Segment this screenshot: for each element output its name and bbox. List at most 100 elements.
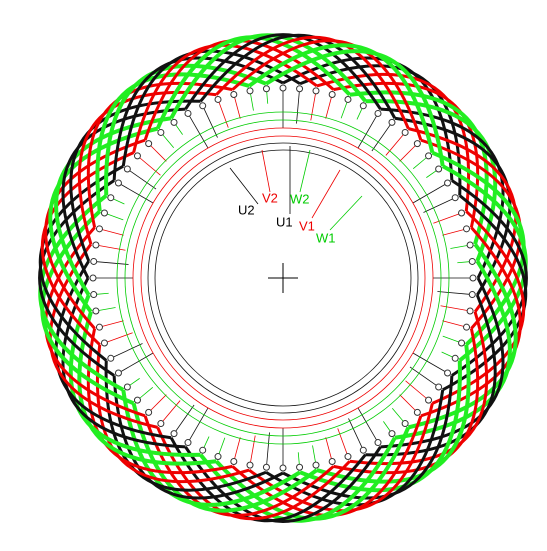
terminal — [313, 462, 319, 468]
terminal — [96, 324, 102, 330]
terminal — [93, 242, 99, 248]
terminal — [445, 180, 451, 186]
lead — [99, 321, 123, 327]
lead — [442, 229, 466, 235]
terminal — [231, 91, 237, 97]
terminal-label: U2 — [238, 202, 255, 217]
terminal — [185, 110, 191, 116]
lead — [266, 432, 269, 467]
lead — [406, 381, 429, 400]
terminal — [297, 86, 303, 92]
terminal — [146, 141, 152, 147]
lead — [118, 353, 153, 373]
terminal — [185, 440, 191, 446]
terminal — [459, 210, 465, 216]
terminal — [345, 96, 351, 102]
lead — [188, 113, 208, 148]
terminal — [375, 440, 381, 446]
terminal — [402, 421, 408, 427]
terminal — [280, 465, 286, 471]
lead — [137, 156, 160, 175]
lead — [161, 401, 180, 424]
terminal — [389, 119, 395, 125]
terminal — [247, 462, 253, 468]
terminal — [101, 210, 107, 216]
page: {"labels": ["U2", "V2", "W2", "U1", "V1"… — [0, 0, 547, 551]
lead — [149, 144, 167, 162]
terminal — [467, 308, 473, 314]
terminal — [108, 195, 114, 201]
lead — [326, 437, 332, 461]
terminal — [101, 340, 107, 346]
lead — [149, 395, 167, 413]
terminal — [464, 324, 470, 330]
lead — [437, 292, 472, 295]
terminal — [426, 397, 432, 403]
terminal — [108, 355, 114, 361]
terminal — [329, 459, 335, 465]
terminal — [134, 153, 140, 159]
lead — [311, 91, 316, 121]
lead — [441, 306, 471, 311]
terminal — [231, 459, 237, 465]
terminal — [402, 129, 408, 135]
lead — [111, 344, 143, 359]
terminal — [115, 370, 121, 376]
terminal — [470, 275, 476, 281]
lead-line — [230, 168, 258, 204]
lead — [234, 437, 240, 461]
lead — [234, 94, 240, 118]
lead — [358, 408, 378, 443]
terminal — [91, 258, 97, 264]
terminal — [215, 454, 221, 460]
terminal — [171, 431, 177, 437]
lead — [99, 229, 123, 235]
terminal — [445, 370, 451, 376]
terminal — [90, 275, 96, 281]
lead — [203, 106, 218, 138]
terminal — [171, 119, 177, 125]
terminal — [469, 258, 475, 264]
terminal-label: V1 — [299, 218, 315, 233]
terminal — [96, 226, 102, 232]
terminal — [313, 88, 319, 94]
terminal — [360, 103, 366, 109]
lead — [118, 183, 153, 203]
terminal — [345, 454, 351, 460]
terminal — [280, 85, 286, 91]
terminal — [124, 384, 130, 390]
lead — [423, 198, 455, 213]
lead — [442, 321, 466, 327]
terminal — [467, 242, 473, 248]
lead — [297, 89, 300, 124]
lead — [413, 353, 448, 373]
lead — [250, 436, 255, 466]
terminal — [436, 384, 442, 390]
terminal — [247, 88, 253, 94]
lead — [413, 183, 448, 203]
terminal — [375, 110, 381, 116]
terminal — [464, 226, 470, 232]
lead — [96, 245, 126, 250]
lead — [386, 132, 405, 155]
terminal — [459, 340, 465, 346]
terminal — [124, 166, 130, 172]
terminal-label: V2 — [262, 190, 278, 205]
lead-line — [312, 170, 340, 218]
terminal — [426, 153, 432, 159]
lead — [400, 395, 418, 413]
terminal — [115, 180, 121, 186]
terminal — [263, 464, 269, 470]
lead — [127, 169, 156, 189]
lead — [188, 408, 208, 443]
winding-diagram: U2 V2 W2 U1 V1 W1 — [0, 0, 547, 551]
terminal — [146, 409, 152, 415]
terminal — [200, 447, 206, 453]
terminal — [414, 141, 420, 147]
lead — [326, 94, 332, 118]
lead — [400, 144, 418, 162]
terminal — [200, 103, 206, 109]
terminal-label: W2 — [290, 191, 310, 206]
lead — [358, 113, 378, 148]
terminal-label: W1 — [316, 230, 336, 245]
